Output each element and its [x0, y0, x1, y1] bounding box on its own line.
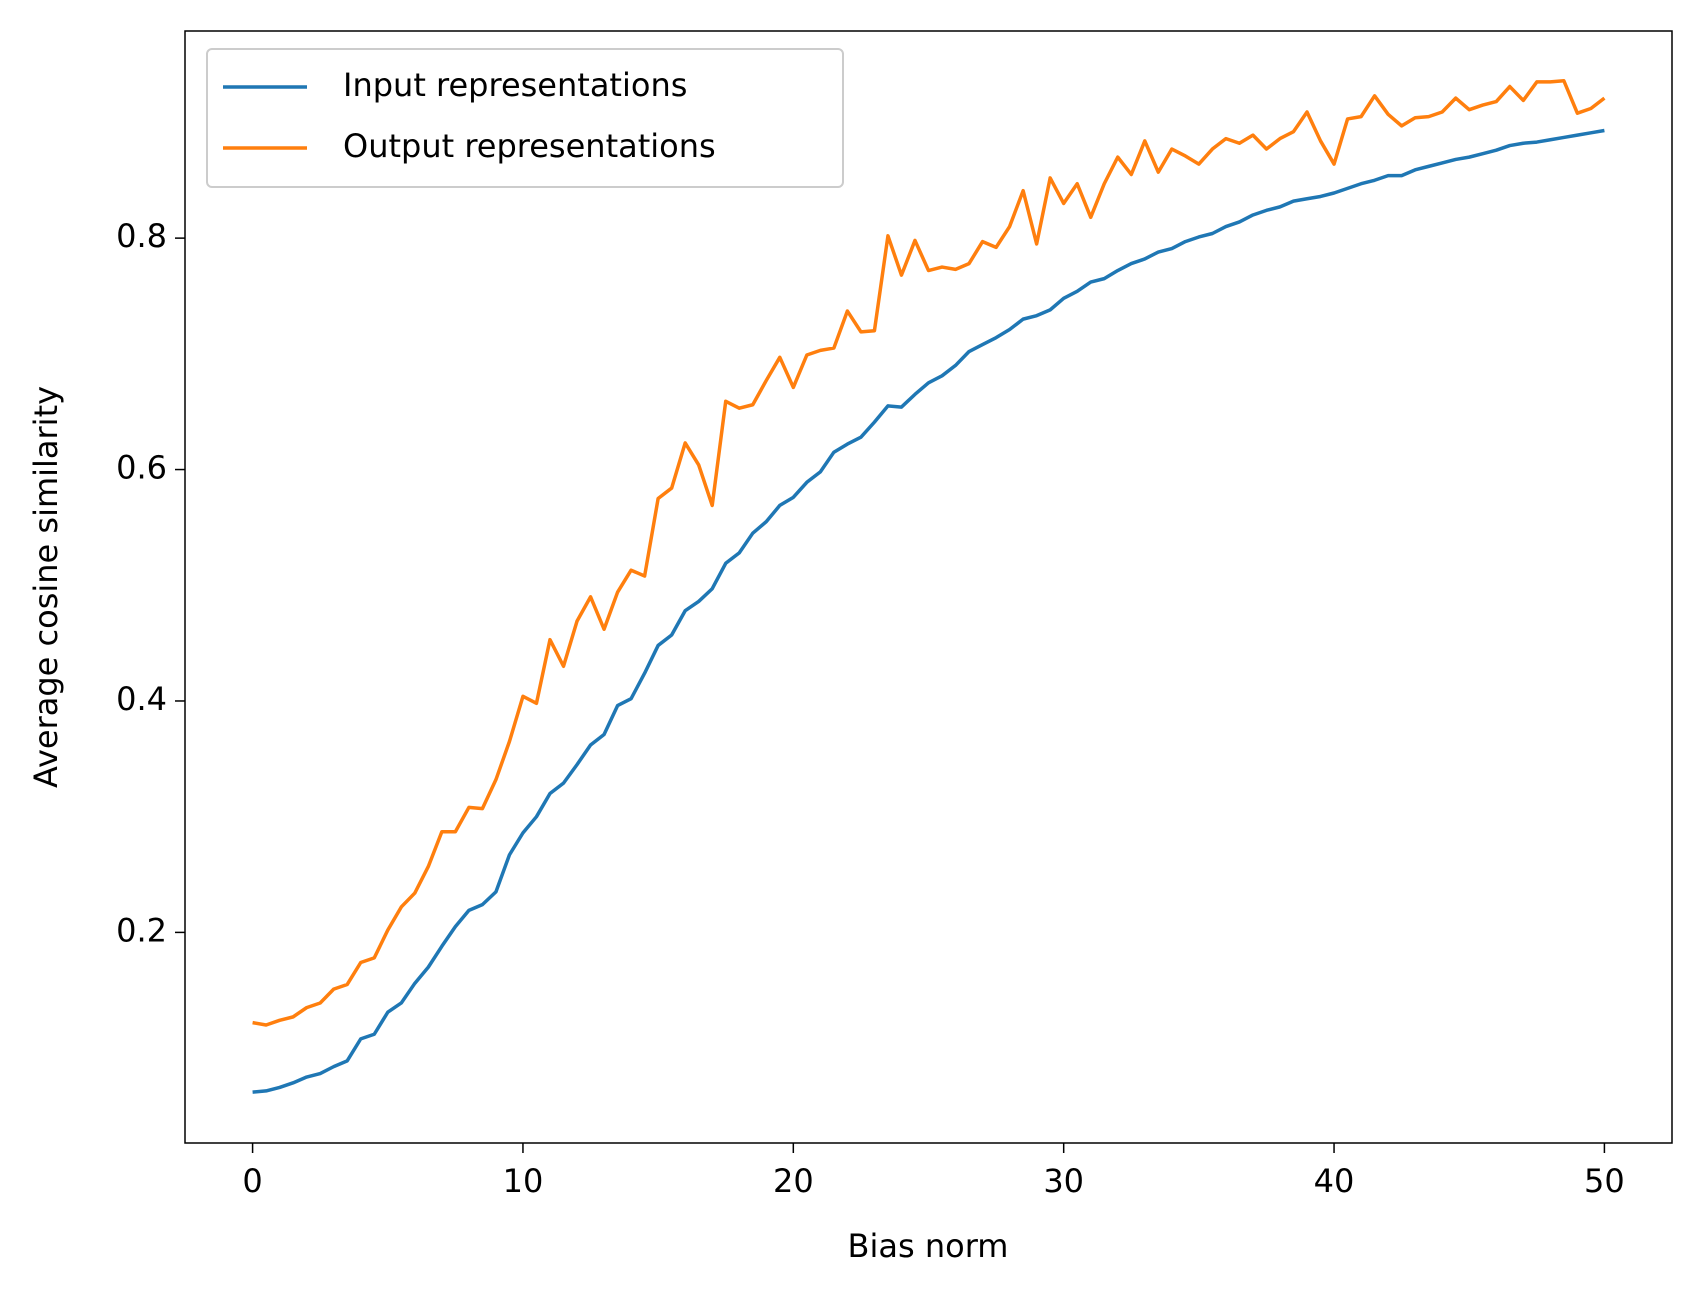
x-tick-label: 40 — [1314, 1162, 1355, 1200]
x-tick-label: 0 — [242, 1162, 262, 1200]
x-tick-label: 50 — [1584, 1162, 1625, 1200]
x-tick-label: 30 — [1043, 1162, 1084, 1200]
x-tick-label: 10 — [503, 1162, 544, 1200]
plot-frame — [184, 30, 1673, 1144]
y-tick-label: 0.8 — [116, 217, 167, 255]
x-tick-label: 20 — [773, 1162, 814, 1200]
y-axis-label: Average cosine similarity — [27, 386, 65, 788]
line — [252, 128, 1605, 1094]
x-axis-label: Bias norm — [848, 1227, 1009, 1265]
line — [252, 79, 1606, 1027]
y-tick-label: 0.4 — [116, 680, 167, 718]
legend-label: Input representations — [343, 66, 687, 104]
legend-box — [206, 48, 844, 188]
legend-label: Output representations — [343, 127, 716, 165]
y-tick-label: 0.2 — [116, 911, 167, 949]
y-tick-label: 0.6 — [116, 449, 167, 487]
